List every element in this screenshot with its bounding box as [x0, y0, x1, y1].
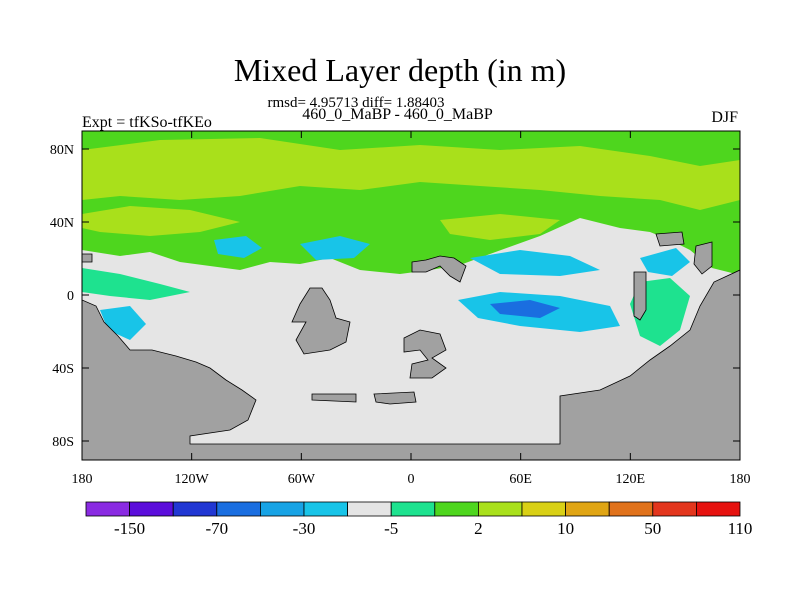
ocean-field-tropical — [82, 268, 190, 300]
x-tick-label: 60E — [509, 472, 532, 487]
colorbar-label: -150 — [114, 519, 145, 538]
colorbar-swatch — [85, 501, 130, 517]
ocean-field-negative — [470, 250, 600, 276]
x-tick-label: 120E — [616, 472, 646, 487]
season-label: DJF — [711, 109, 738, 126]
land-mass — [82, 269, 740, 460]
land-island — [633, 271, 647, 321]
colorbar-swatch — [216, 501, 261, 517]
y-tick-label: 40S — [52, 362, 74, 377]
colorbar-label: -5 — [384, 519, 398, 538]
colorbar-swatch — [521, 501, 566, 517]
colorbar-swatch — [652, 501, 697, 517]
colorbar-label: 2 — [474, 519, 483, 538]
land-island — [311, 393, 357, 403]
land-island — [291, 287, 351, 355]
x-tick-label: 120W — [175, 472, 210, 487]
ocean-field-north-high — [440, 214, 560, 240]
colorbar-swatch — [303, 501, 348, 517]
land-island — [655, 231, 685, 247]
colorbar-swatch — [172, 501, 218, 517]
x-tick-label: 180 — [730, 472, 751, 487]
colorbar-swatch — [434, 501, 479, 517]
land-island — [693, 241, 713, 275]
ocean-field-negative — [214, 236, 262, 258]
x-tick-label: 180 — [72, 472, 93, 487]
x-tick-label: 0 — [408, 472, 415, 487]
map-plot-area — [82, 131, 740, 460]
y-tick-label: 80N — [50, 143, 74, 158]
experiment-label: Expt = tfKSo-tfKEo — [82, 114, 212, 131]
colorbar-swatch — [477, 501, 523, 517]
colorbar-swatch — [390, 501, 436, 517]
ocean-field-negative — [640, 248, 690, 276]
map-subtitle: 460_0_MaBP - 460_0_MaBP — [302, 106, 493, 123]
map-title: Mixed Layer depth (in m) — [233, 52, 567, 88]
colorbar-label: 110 — [728, 519, 753, 538]
y-tick-label: 0 — [67, 289, 74, 304]
stats-text: rmsd= 4.95713 diff= 1.88403 — [267, 95, 445, 111]
ocean-field-north-high — [82, 206, 240, 236]
colorbar-swatch — [259, 501, 305, 517]
ocean-field-negative — [300, 236, 370, 260]
y-tick-label: 80S — [52, 435, 74, 450]
land-island — [403, 329, 447, 379]
colorbar-swatch — [565, 501, 610, 517]
colorbar-swatch — [347, 501, 392, 517]
x-tick-label: 60W — [288, 472, 316, 487]
land-island — [411, 255, 467, 283]
axis-ticks: 180 120W 60W 0 60E 120E 180 80N 40N 0 40S 80S — [50, 131, 751, 487]
colorbar-label: 10 — [557, 519, 574, 538]
ocean-field-negative-strong — [490, 300, 560, 318]
land-island — [373, 391, 417, 405]
colorbar-swatch — [696, 501, 741, 517]
colorbar: -150 -70 -30 -5 2 10 50 110 — [85, 501, 753, 538]
colorbar-label: -70 — [205, 519, 228, 538]
colorbar-swatch — [129, 501, 174, 517]
ocean-field-north-high — [82, 138, 740, 210]
land-island — [82, 253, 93, 263]
y-tick-label: 40N — [50, 216, 74, 231]
colorbar-label: 50 — [644, 519, 661, 538]
colorbar-label: -30 — [293, 519, 316, 538]
colorbar-swatch — [608, 501, 654, 517]
